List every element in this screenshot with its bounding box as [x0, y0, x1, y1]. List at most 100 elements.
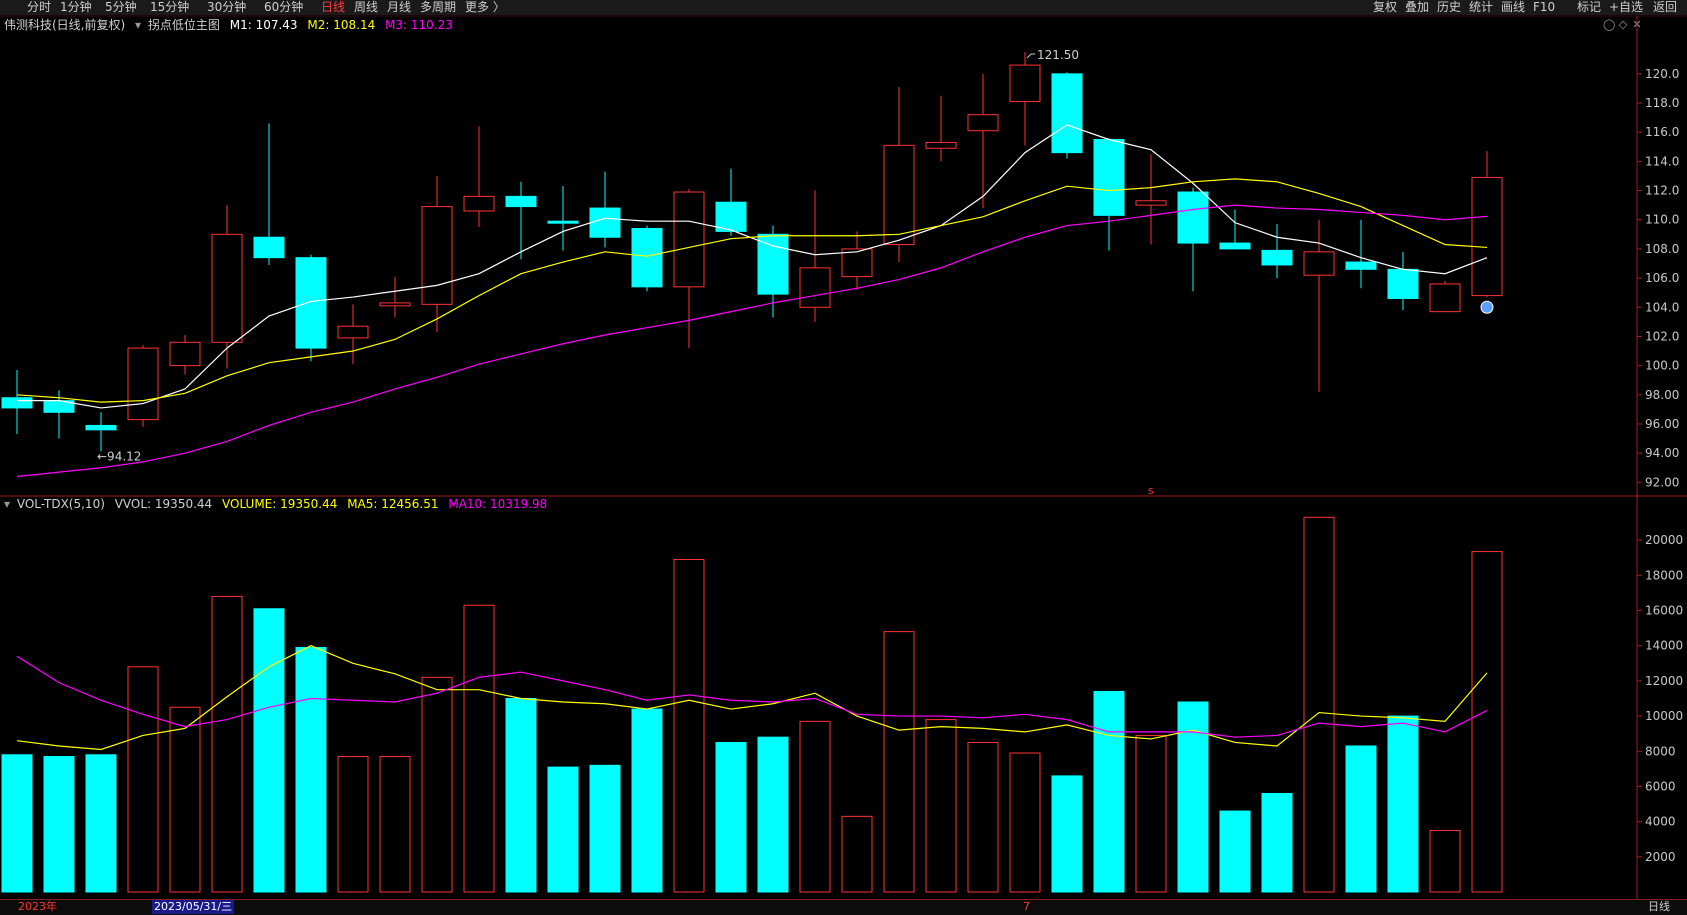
marker-s: s [1148, 484, 1154, 497]
volume-bar [841, 815, 873, 893]
volume-bar [547, 766, 579, 893]
volume-legend: ▾ VOL-TDX(5,10) VVOL: 19350.44 VOLUME: 1… [4, 496, 553, 512]
volume-bar [295, 646, 327, 893]
toolbar-right-item-2[interactable]: 历史 [1437, 0, 1462, 14]
candle-body [169, 341, 201, 367]
volume-bar [967, 741, 999, 893]
volume-bar [1429, 829, 1461, 893]
toolbar-right-item-0[interactable]: 复权 [1373, 0, 1398, 14]
toolbar-item-0[interactable]: 分时 [27, 0, 52, 14]
toolbar-item-1[interactable]: 1分钟 [60, 0, 92, 14]
stock-title: 伟测科技(日线,前复权) [4, 18, 126, 32]
volume-bar [925, 719, 957, 893]
indicator-name[interactable]: 拐点低位主图 [147, 18, 220, 32]
toolbar-item-8[interactable]: 月线 [387, 0, 412, 14]
toolbar-right-item-3[interactable]: 统计 [1469, 0, 1494, 14]
candle-body [883, 144, 915, 246]
signal-dot [1480, 300, 1494, 314]
high-arrow [1026, 53, 1035, 59]
volume-bar [1471, 551, 1503, 893]
volume-bar [337, 756, 369, 893]
candle-body [925, 141, 957, 149]
volume-tick-label: 4000 [1645, 815, 1676, 829]
ma5-value: MA5: 12456.51 [347, 497, 439, 511]
high-label: 121.50 [1037, 48, 1079, 62]
price-tick-label: 100.0 [1645, 359, 1679, 373]
vol-indicator-title[interactable]: VOL-TDX(5,10) [16, 497, 105, 511]
candle-body [379, 302, 411, 307]
price-series-m3 [16, 204, 1488, 478]
vvol-value: VVOL: 19350.44 [114, 497, 213, 511]
candle-body [631, 227, 663, 288]
candle-body [967, 114, 999, 132]
volume-bar [1345, 745, 1377, 893]
toolbar-right-item-4[interactable]: 画线 [1501, 0, 1526, 14]
price-series-m1 [17, 124, 1488, 409]
toolbar-item-4[interactable]: 30分钟 [207, 0, 247, 14]
volume-tick-label: 20000 [1645, 533, 1683, 547]
volume-bar [85, 754, 117, 893]
toolbar-right-item-6[interactable]: 标记 [1577, 0, 1602, 14]
candle-body [85, 424, 117, 431]
price-tick-label: 92.00 [1645, 475, 1679, 489]
volume-tick-label: 14000 [1645, 639, 1683, 653]
candle-body [1, 397, 33, 409]
toolbar-item-5[interactable]: 60分钟 [264, 0, 304, 14]
volume-bar [505, 697, 537, 893]
volume-bar [1, 754, 33, 893]
chevron-down-icon[interactable]: ▾ [135, 18, 142, 32]
price-tick-label: 108.0 [1645, 242, 1679, 256]
toolbar-item-2[interactable]: 5分钟 [105, 0, 137, 14]
volume-bar [1303, 516, 1335, 893]
volume-value: VOLUME: 19350.44 [222, 497, 338, 511]
m2-value: M2: 108.14 [307, 18, 376, 32]
period-label[interactable]: 日线 [1648, 900, 1670, 913]
volume-bar [799, 720, 831, 893]
toolbar-item-6[interactable]: 日线 [321, 0, 346, 14]
candle-body [1135, 200, 1167, 206]
price-tick-label: 104.0 [1645, 300, 1679, 314]
toolbar-item-3[interactable]: 15分钟 [150, 0, 190, 14]
price-tick-label: 118.0 [1645, 96, 1679, 110]
expand-icon[interactable]: ◇ [1618, 18, 1628, 31]
toolbar-item-9[interactable]: 多周期 [420, 0, 457, 14]
candle-body [1471, 176, 1503, 297]
candle-body [253, 236, 285, 259]
candle-body [463, 195, 495, 212]
candle-body [757, 233, 789, 295]
volume-bar [715, 741, 747, 893]
price-tick-label: 112.0 [1645, 184, 1679, 198]
price-series-m2 [16, 178, 1488, 403]
candle-body [505, 195, 537, 208]
volume-tick-label: 6000 [1645, 779, 1676, 793]
price-legend: 伟测科技(日线,前复权) ▾ 拐点低位主图 M1: 107.43 M2: 108… [4, 17, 459, 33]
month-marker: 7 [1023, 900, 1030, 913]
m1-value: M1: 107.43 [229, 18, 298, 32]
top-toolbar: 分时 1分钟 5分钟 15分钟 30分钟 60分钟 日线 周线 月线 多周期 更多 〉 返回 +自选 标记… [0, 0, 1687, 15]
candle-body [421, 206, 453, 305]
toolbar-right-item-7[interactable]: +自选 [1609, 0, 1644, 14]
candle-body [589, 207, 621, 238]
volume-bar [127, 666, 159, 893]
toolbar-item-10[interactable]: 更多 〉 [465, 0, 505, 14]
chevron-down-icon[interactable]: ▾ [4, 497, 11, 511]
circle-icon[interactable]: ◯ [1603, 18, 1616, 31]
toolbar-right-item-5[interactable]: F10 [1533, 0, 1556, 14]
candle-body [1345, 261, 1377, 270]
candle-body [1429, 283, 1461, 313]
volume-series-ma5 [16, 645, 1488, 751]
volume-bar [1051, 775, 1083, 893]
candle-body [547, 220, 579, 224]
candle-body [127, 347, 159, 421]
toolbar-right-item-1[interactable]: 叠加 [1405, 0, 1430, 14]
candle-body [799, 267, 831, 308]
price-tick-label: 106.0 [1645, 271, 1679, 285]
candle-body [1009, 64, 1041, 103]
candle-body [211, 233, 243, 343]
price-tick-label: 94.00 [1645, 446, 1679, 460]
toolbar-right-item-8[interactable]: 返回 [1653, 0, 1678, 14]
toolbar-item-7[interactable]: 周线 [354, 0, 379, 14]
volume-tick-label: 12000 [1645, 674, 1683, 688]
bottom-date-bar: 2023年 2023/05/31/三 7 日线 [0, 899, 1687, 915]
